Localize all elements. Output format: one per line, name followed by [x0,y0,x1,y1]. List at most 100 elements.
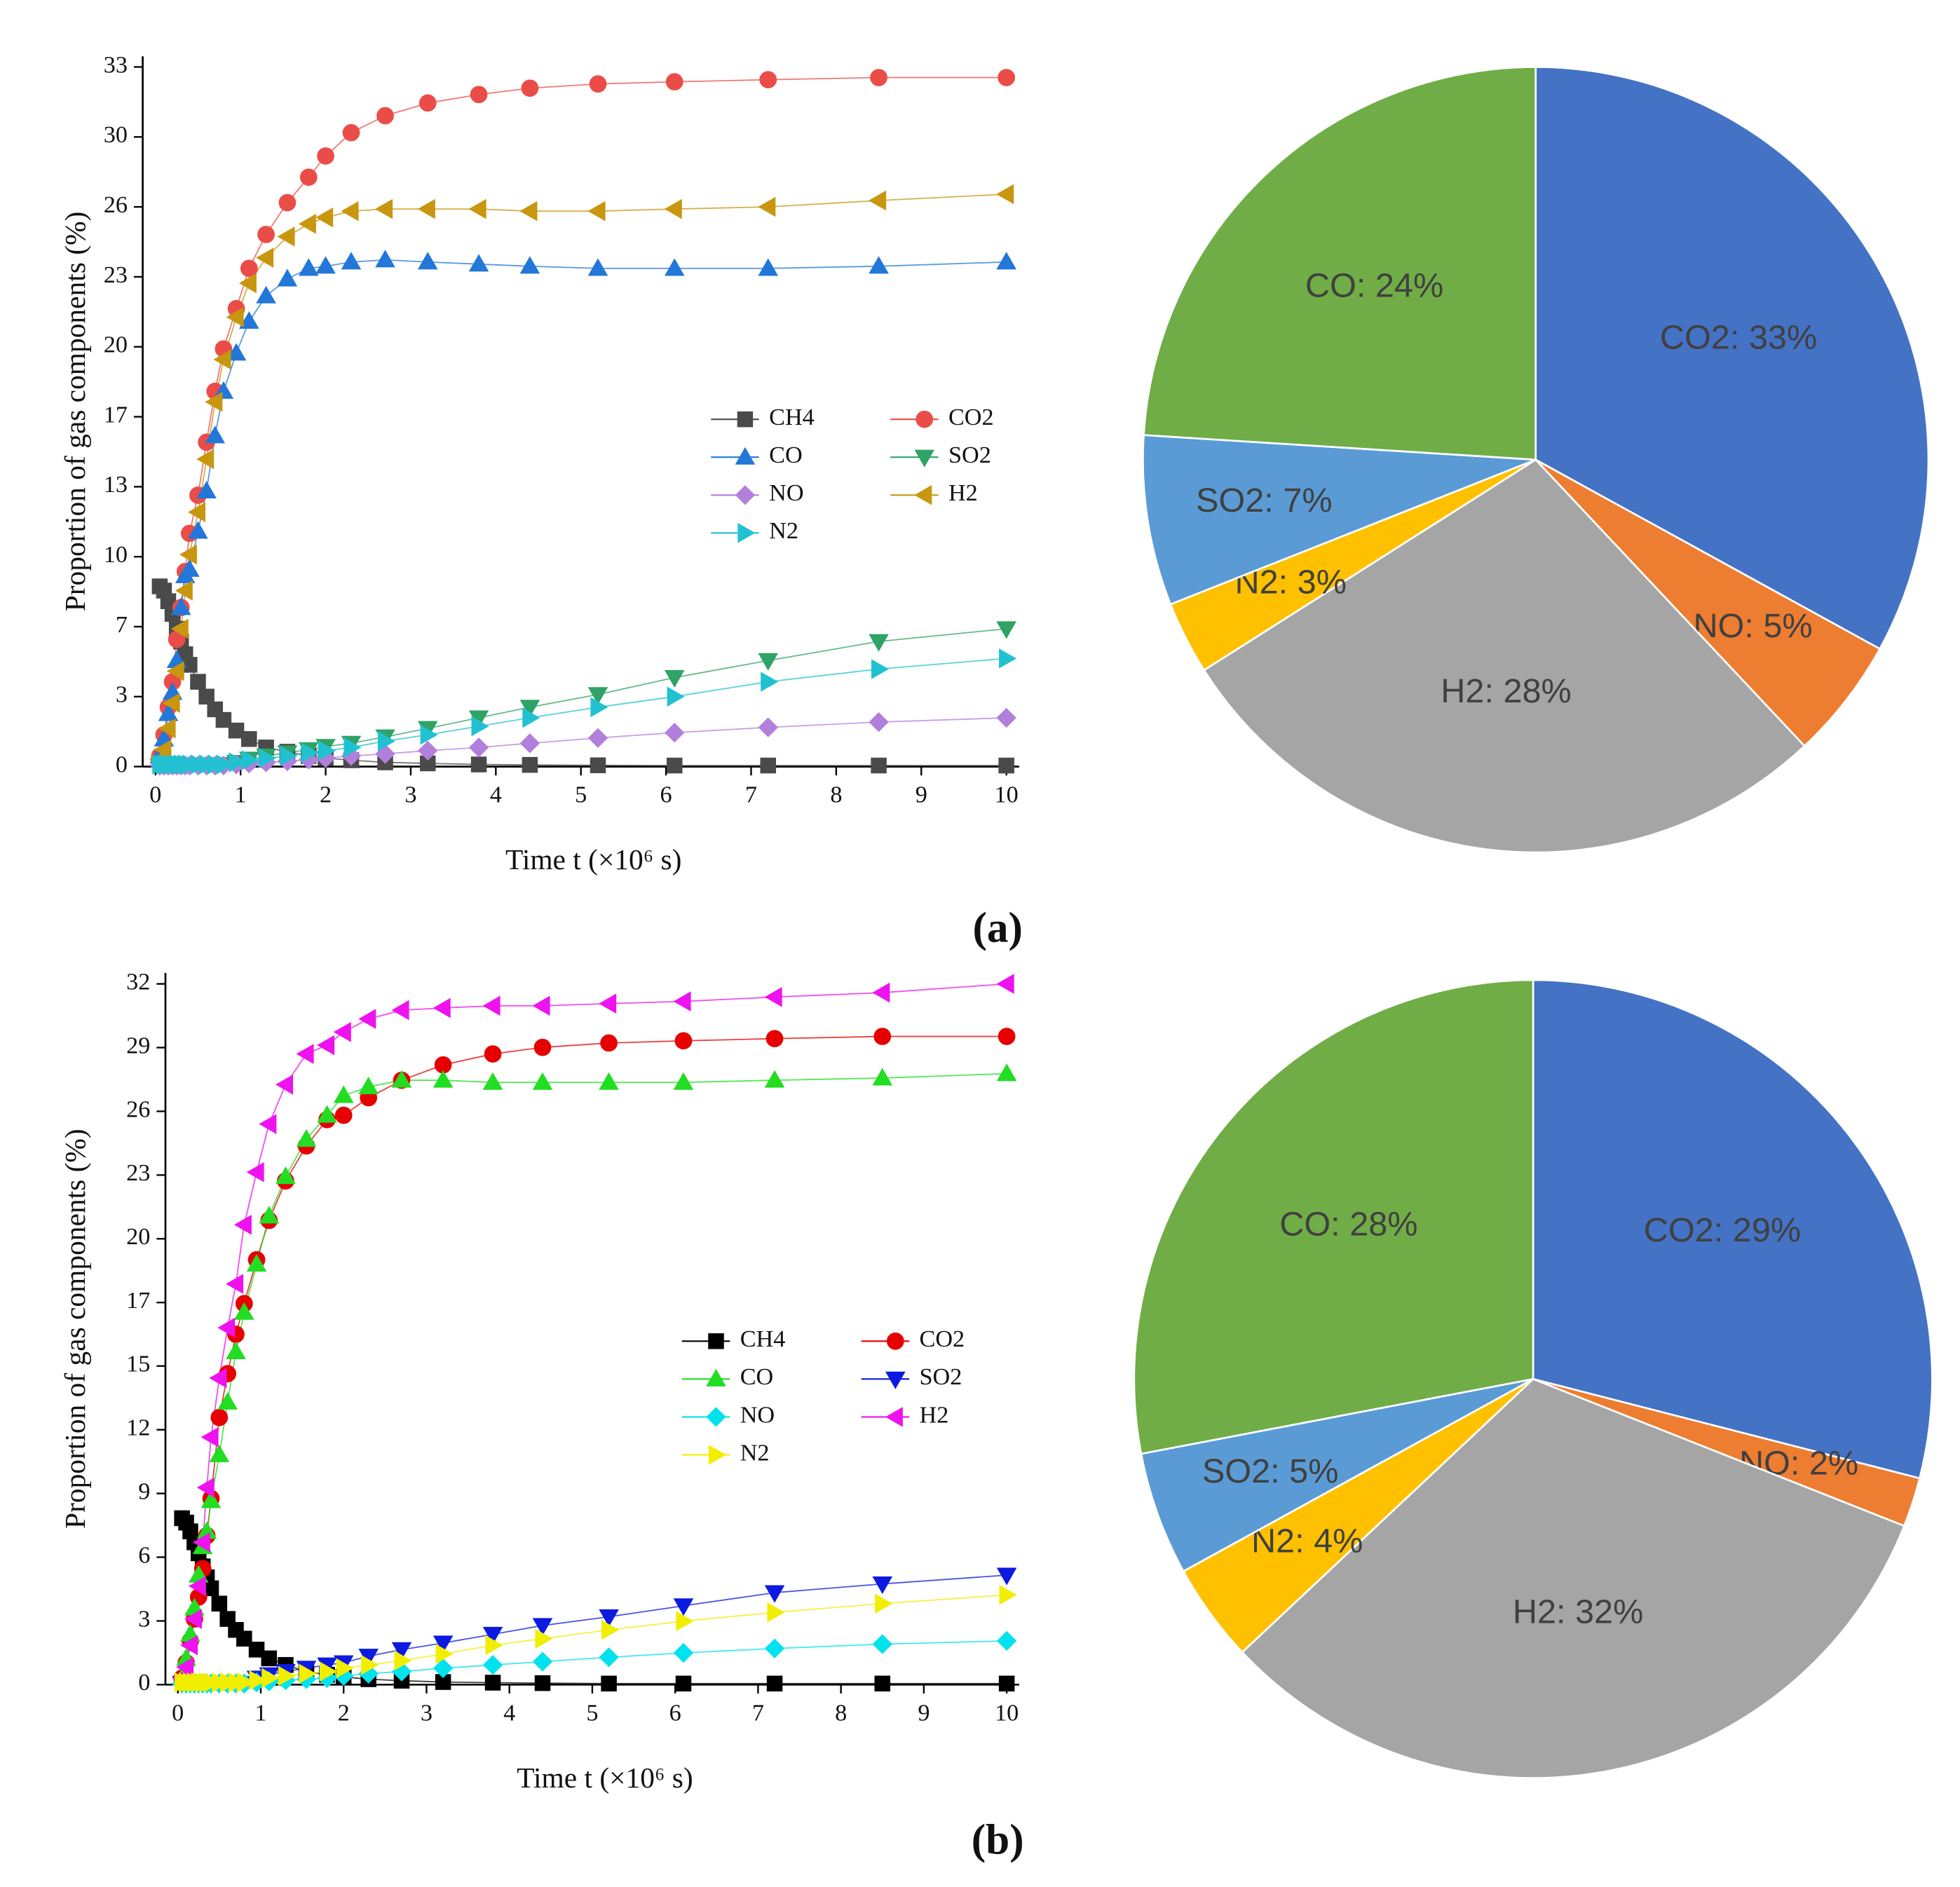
marker [418,94,437,112]
y-tick-label: 9 [138,1478,150,1504]
y-tick-label: 0 [116,751,128,777]
marker [532,995,550,1016]
marker [261,1668,280,1689]
marker [664,198,682,219]
x-tick-label: 2 [338,1700,350,1726]
marker [735,485,756,505]
marker [239,311,259,329]
marker [226,343,247,361]
marker [873,1028,892,1045]
marker [468,198,486,219]
x-tick-label: 5 [575,782,587,808]
marker [358,1077,379,1095]
pie-label: CO: 24% [1305,267,1443,305]
x-axis-label: Time t (×10⁶ s) [517,1762,693,1794]
marker [869,256,889,274]
marker [468,737,489,758]
marker [417,198,435,219]
marker [246,1254,267,1272]
marker [334,1106,353,1124]
marker [236,1630,252,1647]
marker [708,1333,724,1349]
y-tick-label: 13 [104,472,128,498]
marker [869,634,889,652]
legend-label: NO [740,1402,775,1428]
marker [257,226,275,243]
marker [999,1584,1017,1605]
marker [590,697,608,718]
marker [433,1070,454,1088]
marker [519,733,540,754]
marker [278,193,297,212]
marker [589,75,607,93]
y-tick-label: 32 [126,969,150,995]
marker [996,707,1016,728]
marker [211,1595,228,1612]
marker [209,1368,227,1389]
marker [301,742,319,763]
marker [361,1654,379,1675]
x-tick-label: 3 [421,1700,433,1726]
pie-label: H2: 28% [1441,672,1572,710]
series-line [181,983,1007,1679]
marker [433,1635,454,1654]
marker [435,1644,454,1664]
marker [998,1675,1015,1692]
y-tick-label: 23 [126,1160,150,1186]
marker [482,1655,503,1675]
marker [241,750,259,770]
marker [315,207,334,228]
marker [484,1675,501,1691]
marker [196,481,217,499]
marker [275,1075,294,1095]
marker [870,69,887,86]
marker [391,1000,409,1021]
marker [996,1630,1017,1651]
marker [277,226,295,247]
x-tick-label: 3 [404,782,416,808]
marker [248,1642,265,1658]
marker [673,1072,694,1090]
marker [277,268,298,287]
pie-slice: NO [1534,458,1881,748]
marker [996,1567,1017,1586]
marker [871,757,887,774]
marker [758,196,776,217]
marker [196,449,215,470]
marker [188,521,208,539]
marker [521,79,539,97]
panel-label: (b) [972,1816,1024,1863]
marker [482,1072,503,1090]
marker [259,748,277,768]
y-tick-label: 26 [104,192,128,218]
marker [468,254,489,272]
x-tick-label: 9 [918,1700,930,1726]
marker [170,597,191,615]
panel-label: (a) [973,904,1023,952]
y-axis-label: Proportion of gas components (%) [59,212,92,612]
marker [998,757,1014,774]
marker [341,252,362,270]
marker [158,703,179,721]
marker [179,544,197,565]
y-tick-label: 23 [104,262,128,288]
marker [519,200,538,222]
marker [238,273,257,294]
legend-label: H2 [920,1402,949,1428]
y-tick-label: 17 [104,402,128,428]
legend-label: CO2 [920,1326,965,1352]
legend-label: CH4 [769,404,815,430]
marker [665,723,685,743]
pie-slice: CO2 [1534,66,1930,650]
marker [180,1635,198,1656]
marker [737,523,756,543]
pie-slice: SO2 [1142,434,1537,606]
marker [764,1638,785,1658]
x-tick-label: 4 [490,782,502,808]
marker [996,1063,1017,1082]
marker [215,711,232,728]
marker [599,993,617,1014]
x-tick-label: 2 [320,782,332,808]
